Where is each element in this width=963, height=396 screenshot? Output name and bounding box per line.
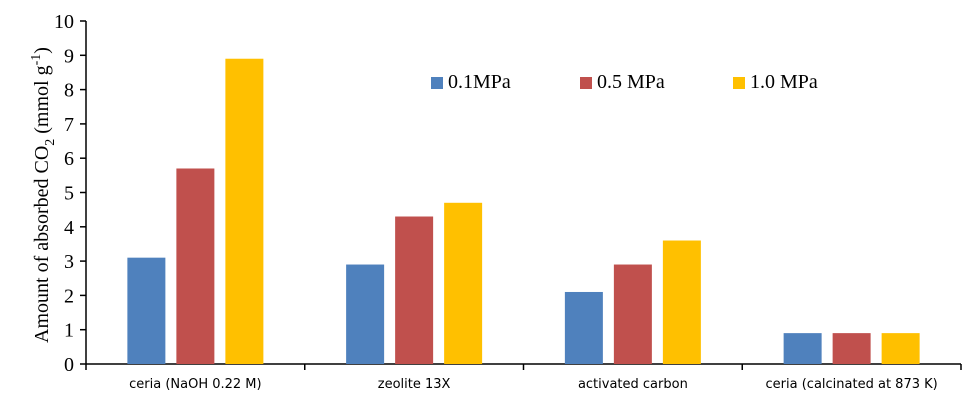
legend-label: 0.5 MPa	[597, 71, 665, 93]
bar	[881, 333, 920, 364]
x-category-label: ceria (NaOH 0.22 M)	[129, 377, 261, 392]
y-tick-label: 8	[64, 80, 74, 102]
bar	[225, 58, 264, 364]
y-tick-label: 7	[64, 114, 74, 136]
bar	[564, 291, 603, 364]
x-category-label: activated carbon	[578, 377, 688, 392]
legend-swatch	[580, 77, 592, 89]
bar	[783, 333, 822, 364]
legend-label: 0.1MPa	[448, 71, 511, 93]
legend-label: 1.0 MPa	[750, 71, 818, 93]
bar	[444, 202, 483, 364]
legend-swatch	[733, 77, 745, 89]
y-tick-label: 9	[64, 45, 74, 67]
y-tick-label: 6	[64, 148, 74, 170]
y-tick-label: 10	[54, 11, 74, 33]
legend-swatch	[431, 77, 443, 89]
y-tick-label: 5	[64, 183, 74, 205]
x-category-label: zeolite 13X	[378, 377, 451, 392]
plot-area: 0 1 2 3 4 5 6 7 8 9 10 ceria (NaOH 0.22 M) zeolite 1…	[54, 11, 962, 392]
y-tick-label: 1	[64, 320, 74, 342]
y-axis-label: Amount of absorbed CO2 (mmol g-1)	[29, 47, 58, 343]
bar	[346, 264, 385, 364]
y-tick-label: 4	[64, 217, 74, 239]
y-tick-label: 3	[64, 251, 74, 273]
y-tick-label: 2	[64, 285, 74, 307]
y-tick-label: 0	[64, 354, 74, 376]
bar	[662, 240, 701, 364]
x-category-label: ceria (calcinated at 873 K)	[766, 377, 938, 392]
bar	[395, 216, 434, 364]
bar	[176, 168, 215, 364]
bar	[127, 257, 166, 364]
bar	[613, 264, 652, 364]
bar	[832, 333, 871, 364]
